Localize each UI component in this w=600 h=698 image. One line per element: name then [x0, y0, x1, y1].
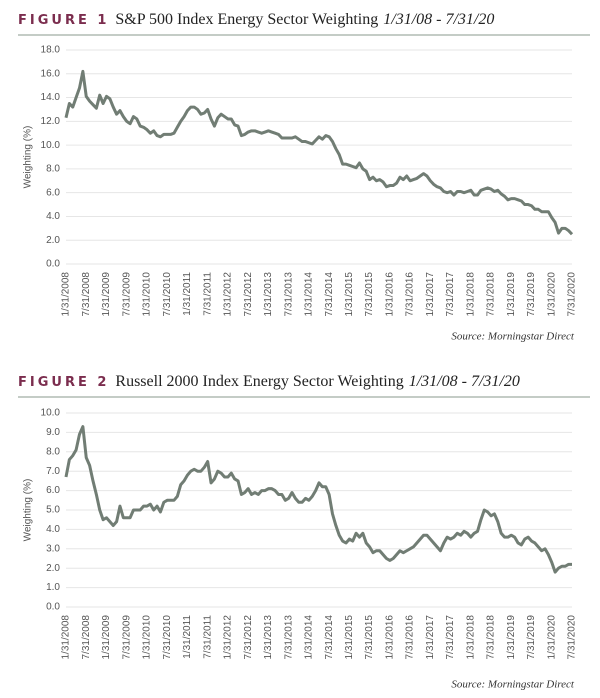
x-tick-label: 7/31/2010 [162, 615, 173, 660]
x-tick-label: 1/31/2012 [223, 272, 234, 317]
x-tick-label: 7/31/2013 [283, 615, 294, 660]
y-tick-label: 18.0 [41, 45, 61, 56]
data-line [64, 69, 574, 236]
x-tick-label: 1/31/2014 [304, 272, 315, 317]
x-tick-label: 1/31/2019 [506, 615, 517, 660]
y-tick-label: 8.0 [46, 164, 60, 175]
x-tick-label: 7/31/2008 [81, 615, 92, 660]
title-dates: 1/31/08 - 7/31/20 [383, 11, 494, 28]
x-tick-label: 7/31/2008 [81, 272, 92, 317]
x-tick-label: 7/31/2009 [121, 615, 132, 660]
x-tick-label: 1/31/2010 [142, 272, 153, 317]
chart-title: FIGURE 2 Russell 2000 Index Energy Sector… [18, 373, 520, 390]
y-tick-label: 5.0 [46, 505, 60, 516]
x-tick-label: 7/31/2016 [405, 615, 416, 660]
x-tick-label: 7/31/2011 [202, 615, 213, 659]
y-tick-label: 2.0 [46, 563, 60, 574]
x-tick-label: 7/31/2015 [364, 272, 375, 317]
y-axis-label: Weighting (%) [23, 479, 34, 542]
x-tick-label: 1/31/2013 [263, 615, 274, 660]
chart: FIGURE 1 S&P 500 Index Energy Sector Weig… [18, 11, 590, 343]
x-tick-label: 7/31/2017 [445, 615, 456, 660]
y-tick-label: 8.0 [46, 446, 60, 457]
source: Source: Morningstar Direct [451, 679, 575, 691]
chart: FIGURE 2 Russell 2000 Index Energy Sector… [18, 373, 590, 691]
y-tick-label: 2.0 [46, 235, 60, 246]
source: Source: Morningstar Direct [451, 331, 575, 343]
x-tick-label: 1/31/2009 [101, 615, 112, 660]
y-tick-label: 10.0 [41, 408, 61, 419]
y-tick-label: 9.0 [46, 427, 60, 438]
y-tick-label: 16.0 [41, 68, 61, 79]
x-tick-label: 7/31/2011 [202, 272, 213, 316]
x-tick-label: 7/31/2017 [445, 272, 456, 317]
x-tick-label: 7/31/2015 [364, 615, 375, 660]
x-tick-label: 7/31/2010 [162, 272, 173, 317]
y-tick-label: 0.0 [46, 602, 60, 613]
title: Russell 2000 Index Energy Sector Weighti… [115, 373, 403, 390]
x-tick-label: 7/31/2018 [486, 272, 497, 317]
x-tick-label: 1/31/2020 [546, 272, 557, 317]
y-tick-label: 6.0 [46, 485, 60, 496]
x-tick-label: 7/31/2009 [121, 272, 132, 317]
y-tick-label: 4.0 [46, 211, 60, 222]
x-tick-label: 1/31/2017 [425, 615, 436, 660]
x-tick-label: 7/31/2016 [405, 272, 416, 317]
x-tick-label: 1/31/2008 [61, 272, 72, 317]
x-tick-label: 1/31/2008 [61, 615, 72, 660]
figure-label: FIGURE 2 [18, 375, 109, 390]
x-tick-label: 7/31/2014 [324, 615, 335, 660]
x-tick-label: 1/31/2018 [465, 615, 476, 660]
x-tick-label: 7/31/2014 [324, 272, 335, 317]
y-tick-label: 14.0 [41, 92, 61, 103]
x-tick-label: 1/31/2011 [182, 272, 193, 316]
x-tick-label: 1/31/2015 [344, 615, 355, 660]
x-tick-label: 7/31/2019 [526, 615, 537, 660]
x-tick-label: 7/31/2020 [567, 272, 578, 317]
x-tick-label: 1/31/2013 [263, 272, 274, 317]
y-tick-label: 7.0 [46, 466, 60, 477]
x-tick-label: 1/31/2009 [101, 272, 112, 317]
x-tick-label: 1/31/2015 [344, 272, 355, 317]
y-tick-label: 0.0 [46, 259, 60, 270]
x-tick-label: 1/31/2016 [384, 615, 395, 660]
x-tick-label: 1/31/2016 [384, 272, 395, 317]
x-tick-label: 1/31/2012 [223, 615, 234, 660]
x-tick-label: 1/31/2017 [425, 272, 436, 317]
x-tick-label: 7/31/2018 [486, 615, 497, 660]
x-tick-label: 7/31/2012 [243, 615, 254, 660]
y-tick-label: 1.0 [46, 582, 60, 593]
chart-title: FIGURE 1 S&P 500 Index Energy Sector Weig… [18, 11, 494, 28]
figure-label: FIGURE 1 [18, 13, 109, 28]
x-tick-label: 7/31/2013 [283, 272, 294, 317]
x-tick-label: 1/31/2020 [546, 615, 557, 660]
y-tick-label: 4.0 [46, 524, 60, 535]
title: S&P 500 Index Energy Sector Weighting [115, 11, 378, 28]
y-tick-label: 12.0 [41, 116, 61, 127]
title-dates: 1/31/08 - 7/31/20 [409, 373, 520, 390]
x-tick-label: 1/31/2019 [506, 272, 517, 317]
x-tick-label: 7/31/2019 [526, 272, 537, 317]
x-tick-label: 7/31/2020 [567, 615, 578, 660]
y-tick-label: 6.0 [46, 187, 60, 198]
x-tick-label: 1/31/2018 [465, 272, 476, 317]
data-line [64, 425, 572, 574]
x-tick-label: 1/31/2014 [304, 615, 315, 660]
x-tick-label: 1/31/2010 [142, 615, 153, 660]
x-tick-label: 1/31/2011 [182, 615, 193, 659]
y-tick-label: 3.0 [46, 543, 60, 554]
x-tick-label: 7/31/2012 [243, 272, 254, 317]
y-tick-label: 10.0 [41, 140, 61, 151]
y-axis-label: Weighting (%) [23, 126, 34, 189]
